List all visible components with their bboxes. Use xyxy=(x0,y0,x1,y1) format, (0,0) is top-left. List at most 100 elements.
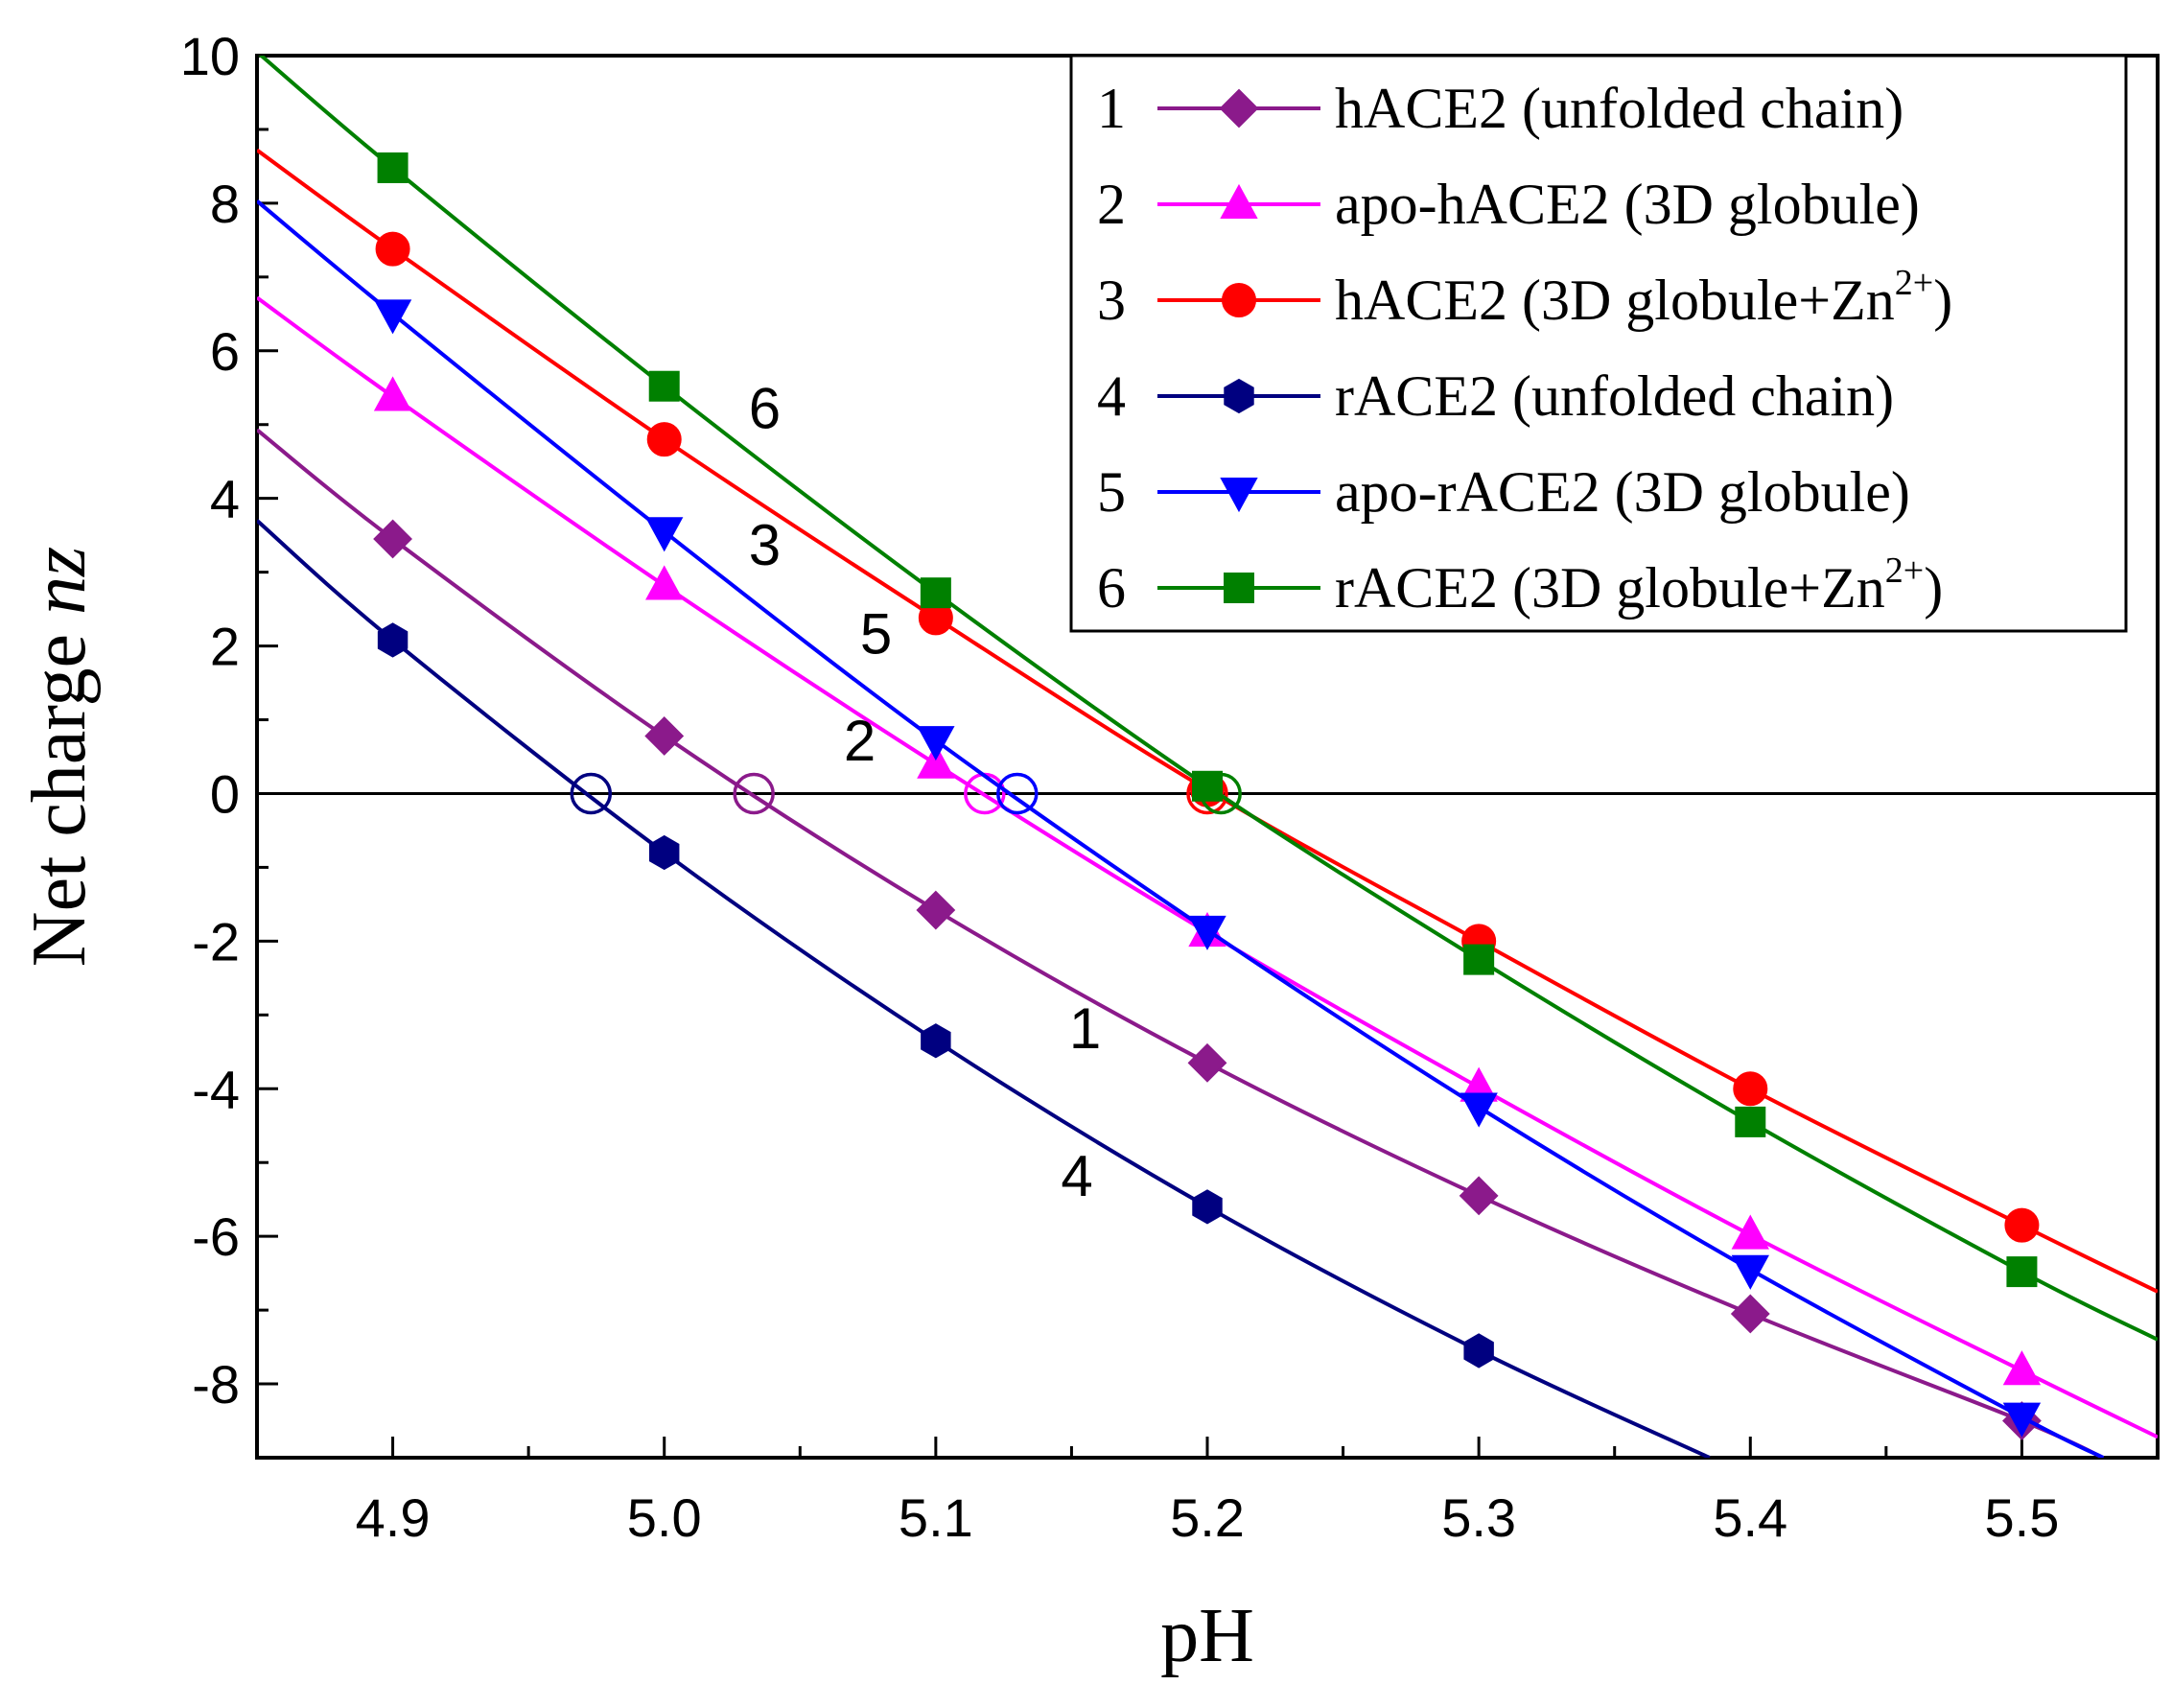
series-5-point xyxy=(1731,1254,1769,1290)
legend-item-text: apo-rACE2 (3D globule) xyxy=(1335,460,1910,524)
series-4-pi-marker xyxy=(570,772,613,815)
legend-item-label: rACE2 (unfolded chain) xyxy=(1335,364,1894,428)
series-5: 5 xyxy=(257,199,2105,1458)
legend-item-label: apo-rACE2 (3D globule) xyxy=(1335,460,1910,524)
legend-item-marker xyxy=(1219,88,1259,129)
series-1-line xyxy=(257,428,2105,1458)
series-5-line xyxy=(257,199,2105,1458)
y-tick-label: 4 xyxy=(210,469,240,529)
series-5-point xyxy=(645,517,684,552)
series-3-point xyxy=(1733,1071,1768,1107)
legend-item: 2 apo-hACE2 (3D globule) xyxy=(1097,173,1920,236)
series-6-point xyxy=(1463,944,1495,975)
legend-item-marker xyxy=(1220,478,1258,513)
series-4: 4 xyxy=(257,519,1711,1458)
series-4-curve-label: 4 xyxy=(1061,1144,1092,1208)
series-4-point xyxy=(1192,1189,1223,1225)
series-1-point xyxy=(373,519,412,559)
x-tick-label: 5.5 xyxy=(1984,1487,2059,1548)
legend-item-label: apo-hACE2 (3D globule) xyxy=(1335,173,1920,236)
legend-item-marker xyxy=(1220,183,1258,219)
x-tick-label: 5.0 xyxy=(627,1487,702,1548)
y-axis-title-text: Net charge xyxy=(17,615,102,967)
series-3-point xyxy=(2004,1207,2040,1243)
series-4-point xyxy=(921,1023,951,1059)
series-1-point xyxy=(1187,1042,1227,1083)
series-5-point xyxy=(373,299,412,335)
series-5-point xyxy=(917,726,955,761)
series-3-point xyxy=(646,422,682,457)
series-1-pi-marker xyxy=(733,772,775,815)
series-1: 1 xyxy=(257,428,2105,1458)
y-tick-label: 8 xyxy=(210,174,240,234)
legend-item-text: rACE2 (unfolded chain) xyxy=(1335,364,1894,428)
series-6-curve-label: 6 xyxy=(749,377,781,441)
series-6: 6 xyxy=(258,56,2158,1342)
y-tick-label: 10 xyxy=(180,26,240,86)
legend-item-text: hACE2 (unfolded chain) xyxy=(1335,77,1903,140)
series-2-point xyxy=(645,565,684,600)
legend-item-text: ) xyxy=(1933,269,1952,332)
series-5-pi-marker xyxy=(996,772,1039,815)
series-4-line xyxy=(257,519,1711,1458)
series-4-point xyxy=(648,834,680,871)
series-6-point xyxy=(2006,1256,2038,1288)
series-1-point xyxy=(644,716,685,756)
legend-item-label: rACE2 (3D globule+Zn2+) xyxy=(1335,550,1943,620)
series-6-point xyxy=(920,577,951,609)
y-tick-label: 0 xyxy=(210,763,240,824)
legend-item-superscript: 2+ xyxy=(1895,263,1933,303)
series-5-point xyxy=(1188,915,1226,950)
legend: 1 hACE2 (unfolded chain) 2 apo-hACE2 (3D gl… xyxy=(1069,54,2128,633)
x-tick-label: 4.9 xyxy=(356,1487,431,1548)
legend-item-label: hACE2 (3D globule+Zn2+) xyxy=(1335,263,1952,332)
series-1-curve-label: 1 xyxy=(1069,996,1101,1061)
legend-item-number: 6 xyxy=(1097,556,1126,620)
series-5-curve-label: 5 xyxy=(860,601,892,666)
series-2-point xyxy=(2002,1350,2042,1386)
y-tick-label: -8 xyxy=(192,1354,240,1415)
series-2-curve-label: 2 xyxy=(844,709,876,773)
series-6-pi-marker xyxy=(1200,772,1242,815)
series-4-point xyxy=(1463,1333,1494,1369)
series-6-point xyxy=(648,370,680,402)
legend-item-marker xyxy=(1224,573,1254,603)
y-tick-label: -4 xyxy=(192,1059,240,1119)
legend-item: 3 hACE2 (3D globule+Zn2+) xyxy=(1097,263,1952,332)
series-3-point xyxy=(375,231,410,267)
series-6-point xyxy=(1735,1106,1766,1137)
series-2-point xyxy=(917,743,955,779)
y-tick-label: 6 xyxy=(210,321,240,382)
x-axis-title: pH xyxy=(1160,1594,1254,1678)
series-3-curve-label: 3 xyxy=(749,513,781,577)
legend-item-marker xyxy=(1222,283,1256,317)
legend-item-text: ) xyxy=(1924,556,1943,620)
legend-item: 4 rACE2 (unfolded chain) xyxy=(1097,364,1894,428)
y-tick-label: 2 xyxy=(210,617,240,677)
legend-item-label: hACE2 (unfolded chain) xyxy=(1335,77,1903,140)
legend-item-text: rACE2 (3D globule+Zn xyxy=(1335,556,1885,620)
legend-item: 6 rACE2 (3D globule+Zn2+) xyxy=(1097,550,1943,620)
x-tick-label: 5.4 xyxy=(1713,1487,1787,1548)
series-1-point xyxy=(1730,1294,1770,1334)
legend-item-text: hACE2 (3D globule+Zn xyxy=(1335,269,1895,332)
x-tick-label: 5.3 xyxy=(1441,1487,1516,1548)
series-6-point xyxy=(1192,770,1223,802)
x-tick-label: 5.1 xyxy=(899,1487,973,1548)
legend-box xyxy=(1069,54,2128,633)
legend-item-text: apo-hACE2 (3D globule) xyxy=(1335,173,1920,236)
series-4-point xyxy=(377,622,409,658)
y-axis-title-symbol: nz xyxy=(17,547,102,615)
series-6-point xyxy=(377,152,409,183)
legend-item-number: 1 xyxy=(1097,77,1126,140)
legend-item: 1 hACE2 (unfolded chain) xyxy=(1097,77,1903,140)
y-axis-title: Net charge nz xyxy=(17,547,102,967)
legend-item-number: 3 xyxy=(1097,269,1126,332)
series-1-point xyxy=(1459,1176,1499,1216)
y-tick-label: -2 xyxy=(192,911,240,971)
x-tick-label: 5.2 xyxy=(1170,1487,1245,1548)
legend-item-number: 4 xyxy=(1097,364,1126,428)
series-2-point xyxy=(373,376,412,411)
